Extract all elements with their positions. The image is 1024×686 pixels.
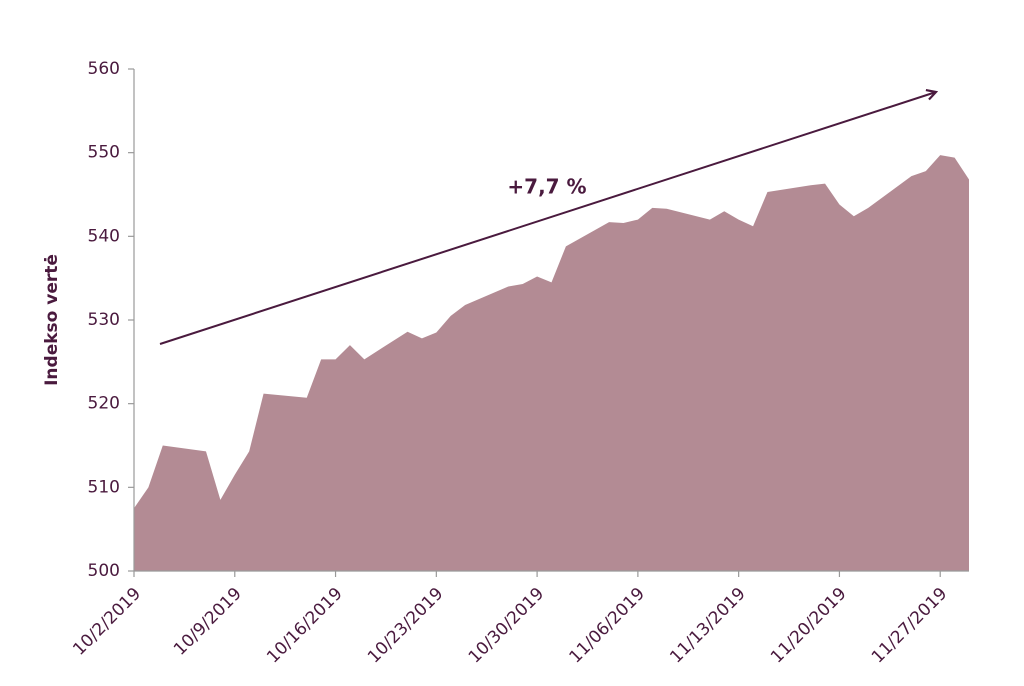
y-tick-label: 500 xyxy=(88,561,120,581)
y-tick-label: 550 xyxy=(88,143,120,163)
x-tick-label: 10/16/2019 xyxy=(263,584,346,667)
x-tick-label: 10/9/2019 xyxy=(170,584,246,660)
x-tick-label: 11/06/2019 xyxy=(566,584,649,667)
x-tick-label: 10/30/2019 xyxy=(465,584,548,667)
plot-area xyxy=(134,155,969,571)
y-tick-label: 530 xyxy=(88,310,120,330)
y-tick-label: 540 xyxy=(88,226,120,246)
area xyxy=(134,155,969,571)
x-tick-label: 10/2/2019 xyxy=(69,584,145,660)
x-tick-label: 10/23/2019 xyxy=(364,584,447,667)
x-tick-label: 11/27/2019 xyxy=(868,584,951,667)
y-tick-label: 510 xyxy=(88,477,120,497)
x-tick-label: 11/20/2019 xyxy=(767,584,850,667)
y-axis-label: Indekso vertė xyxy=(42,254,62,386)
y-tick-label: 560 xyxy=(88,59,120,79)
x-tick-label: 11/13/2019 xyxy=(666,584,749,667)
annotation: +7,7 % xyxy=(507,175,586,199)
trend-arrow xyxy=(159,92,936,345)
y-tick-label: 520 xyxy=(88,394,120,414)
